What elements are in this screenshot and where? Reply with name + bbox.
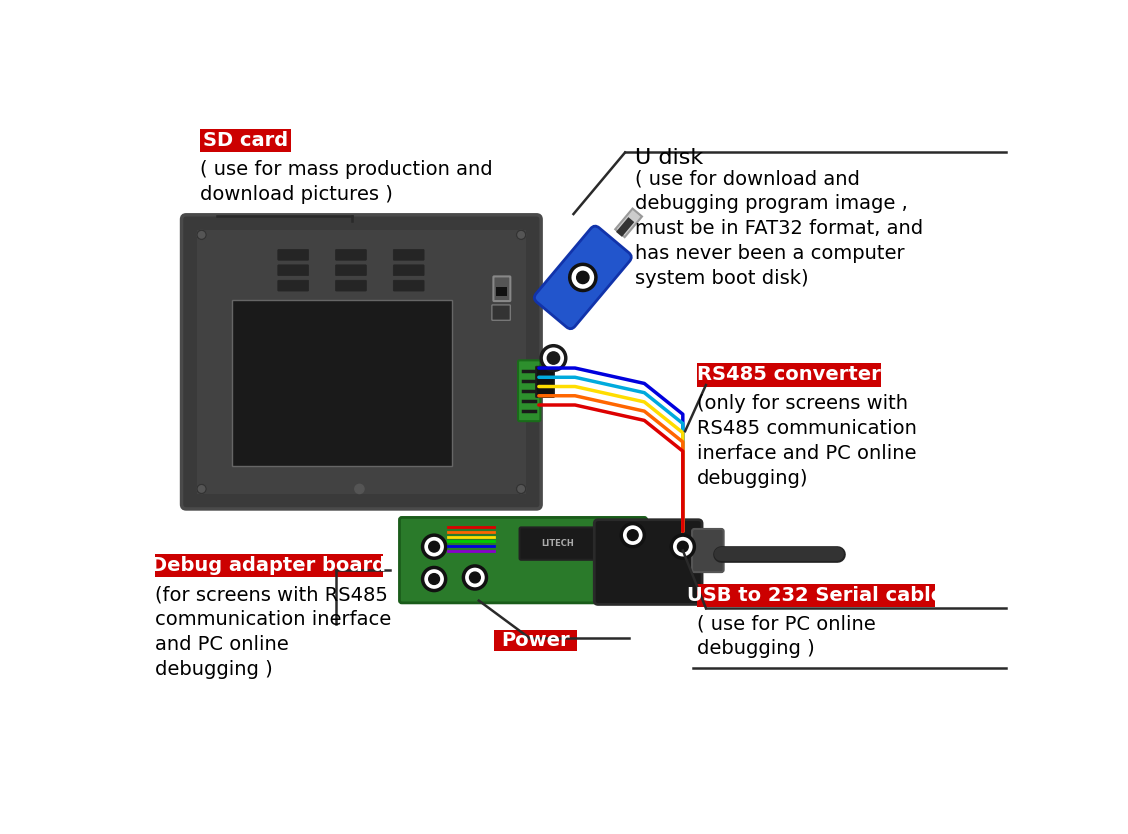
Text: RS485 converter: RS485 converter [697,365,881,384]
FancyBboxPatch shape [277,249,309,260]
FancyBboxPatch shape [277,265,309,276]
Circle shape [541,346,566,370]
Bar [616,217,634,237]
Text: U disk: U disk [635,148,704,168]
Text: USB to 232 Serial cable: USB to 232 Serial cable [687,585,944,605]
FancyBboxPatch shape [335,249,367,260]
Circle shape [622,524,644,546]
FancyBboxPatch shape [693,529,724,572]
FancyBboxPatch shape [536,366,554,397]
FancyBboxPatch shape [518,360,540,421]
Circle shape [469,572,481,583]
FancyBboxPatch shape [335,280,367,291]
FancyBboxPatch shape [335,265,367,276]
FancyBboxPatch shape [394,280,424,291]
Text: Debug adapter board: Debug adapter board [151,556,387,575]
Circle shape [517,230,526,239]
Circle shape [423,535,446,558]
Circle shape [464,566,486,589]
Bar [496,287,508,296]
Text: SD card: SD card [203,132,288,150]
Text: (for screens with RS485
communication inerface
and PC online
debugging ): (for screens with RS485 communication in… [156,585,391,679]
Text: LITECH: LITECH [541,539,574,548]
FancyBboxPatch shape [697,584,935,607]
Circle shape [197,230,206,239]
Bar [615,208,642,237]
FancyBboxPatch shape [535,226,632,329]
Bar [232,300,452,466]
Circle shape [355,485,364,494]
Circle shape [627,530,638,540]
Circle shape [429,541,440,552]
Circle shape [517,485,526,494]
Circle shape [671,535,695,558]
FancyBboxPatch shape [182,215,541,509]
FancyBboxPatch shape [156,555,382,577]
Circle shape [678,541,688,552]
FancyBboxPatch shape [394,265,424,276]
Text: Power: Power [502,631,570,651]
FancyBboxPatch shape [277,280,309,291]
Circle shape [576,271,589,284]
Circle shape [570,264,596,290]
FancyBboxPatch shape [399,517,646,603]
FancyBboxPatch shape [520,527,596,560]
Text: ( use for mass production and
download pictures ): ( use for mass production and download p… [200,160,493,204]
Circle shape [423,567,446,590]
Circle shape [429,574,440,585]
FancyBboxPatch shape [200,129,291,153]
FancyBboxPatch shape [594,520,702,605]
FancyBboxPatch shape [493,276,510,301]
FancyBboxPatch shape [697,364,881,386]
Text: ( use for download and
debugging program image ,
must be in FAT32 format, and
ha: ( use for download and debugging program… [635,169,923,289]
FancyBboxPatch shape [494,630,578,651]
Circle shape [197,485,206,494]
FancyBboxPatch shape [492,305,510,320]
Text: ( use for PC online
debugging ): ( use for PC online debugging ) [697,615,875,658]
Bar [197,230,526,494]
Circle shape [547,352,559,364]
FancyBboxPatch shape [394,249,424,260]
Text: (only for screens with
RS485 communication
inerface and PC online
debugging): (only for screens with RS485 communicati… [697,394,917,488]
